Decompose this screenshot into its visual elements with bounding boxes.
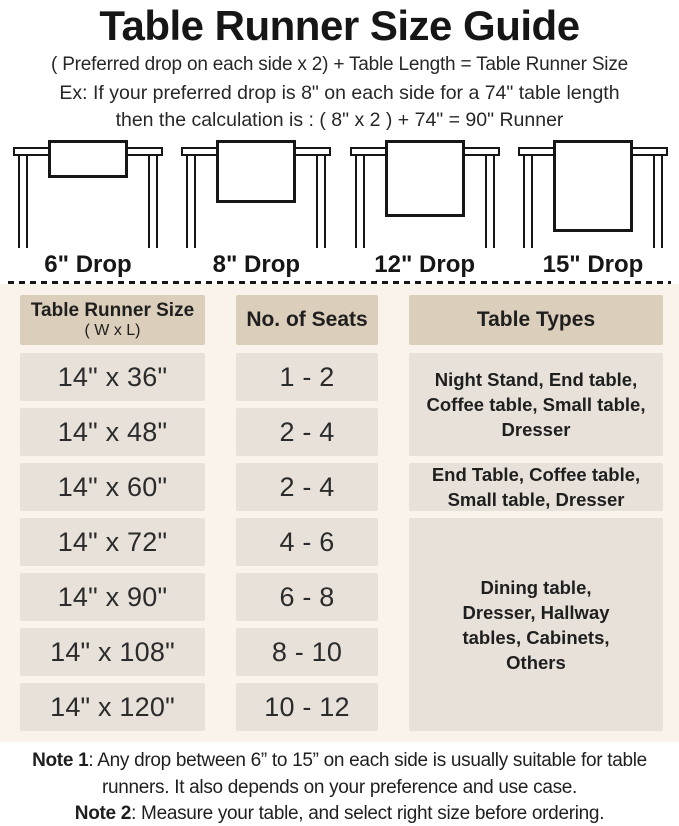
size-cell: 14" x 120" (20, 683, 205, 731)
seats-cell: 8 - 10 (236, 628, 378, 676)
table-types-cell-large: Dining table, Dresser, Hallway tables, C… (409, 518, 663, 731)
drop-label-12: 12" Drop (374, 251, 476, 278)
size-cell: 14" x 36" (20, 353, 205, 401)
formula-text: ( Preferred drop on each side x 2) + Tab… (51, 54, 628, 75)
drop-label-6: 6" Drop (44, 251, 132, 278)
notes-section: Note 1: Any drop between 6” to 15” on ea… (0, 748, 679, 826)
runner-shape (48, 140, 128, 178)
seats-cell: 1 - 2 (236, 353, 378, 401)
note-2-label: Note 2 (74, 803, 132, 824)
table-types-cell-small: Night Stand, End table, Coffee table, Sm… (409, 353, 663, 456)
runner-shape (216, 140, 297, 203)
table-leg-shape (522, 156, 533, 248)
note-2-text: : Measure your table, and select right s… (131, 803, 605, 824)
table-illustration-15-drop (517, 140, 668, 250)
seats-cell: 4 - 6 (236, 518, 378, 566)
column-header-runner-size-subtitle: ( W x L) (84, 322, 141, 339)
example-line-2: then the calculation is : ( 8" x 2 ) + 7… (115, 109, 564, 131)
column-header-table-types: Table Types (409, 295, 663, 345)
table-leg-shape (316, 156, 327, 248)
table-leg-shape (148, 156, 158, 248)
note-1-text: : Any drop between 6” to 15” on each sid… (88, 750, 647, 798)
dashed-divider (8, 281, 671, 284)
column-header-runner-size: Table Runner Size ( W x L) (20, 295, 205, 345)
runner-shape (384, 140, 465, 217)
page-title: Table Runner Size Guide (99, 2, 580, 49)
size-cell: 14" x 108" (20, 628, 205, 676)
table-illustration-6-drop (13, 140, 163, 250)
table-types-cell-medium: End Table, Coffee table, Small table, Dr… (409, 463, 663, 511)
seats-cell: 2 - 4 (236, 408, 378, 456)
drop-label-15: 15" Drop (542, 251, 644, 278)
size-cell: 14" x 90" (20, 573, 205, 621)
runner-shape (552, 140, 633, 232)
size-cell: 14" x 72" (20, 518, 205, 566)
drop-label-8: 8" Drop (212, 251, 301, 278)
note-1: Note 1: Any drop between 6” to 15” on ea… (0, 748, 679, 801)
table-leg-shape (186, 156, 197, 248)
seats-cell: 10 - 12 (236, 683, 378, 731)
size-cell: 14" x 60" (20, 463, 205, 511)
seats-cell: 2 - 4 (236, 463, 378, 511)
table-illustration-12-drop (349, 140, 500, 250)
drop-labels: 6" Drop 8" Drop 12" Drop 15" Drop (13, 250, 668, 280)
table-leg-shape (652, 156, 663, 248)
example-line-1: Ex: If your preferred drop is 8" on each… (59, 82, 620, 104)
note-2: Note 2: Measure your table, and select r… (0, 801, 679, 826)
note-1-label: Note 1 (32, 750, 89, 771)
table-illustration-8-drop (181, 140, 332, 250)
table-leg-shape (484, 156, 495, 248)
drop-illustrations (13, 140, 668, 250)
table-leg-shape (354, 156, 365, 248)
column-header-runner-size-title: Table Runner Size (30, 300, 195, 321)
table-leg-shape (18, 156, 28, 248)
column-header-seats: No. of Seats (236, 295, 378, 345)
seats-cell: 6 - 8 (236, 573, 378, 621)
size-cell: 14" x 48" (20, 408, 205, 456)
